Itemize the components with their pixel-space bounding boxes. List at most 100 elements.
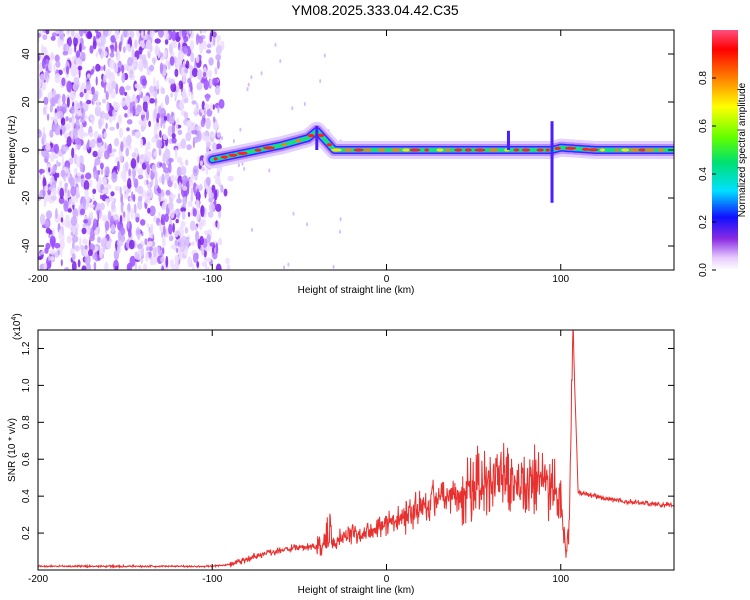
noise-speck — [154, 38, 161, 44]
snr-scale-exponent: 4 — [11, 317, 18, 321]
noise-speck — [170, 244, 177, 250]
noise-speck — [203, 71, 207, 78]
noise-speck — [148, 98, 156, 104]
noise-speck — [199, 183, 203, 191]
noise-speck — [168, 235, 174, 242]
noise-speck — [60, 246, 63, 258]
noise-speck — [100, 45, 106, 51]
noise-speck — [206, 234, 211, 244]
signal-hotspot — [521, 148, 531, 152]
noise-speck — [247, 82, 250, 87]
signal-hotspot — [587, 148, 599, 152]
noise-speck — [62, 51, 69, 56]
noise-speck — [66, 97, 70, 108]
noise-speck — [76, 172, 82, 177]
noise-speck — [86, 263, 91, 270]
noise-speck — [104, 142, 107, 150]
noise-speck — [174, 68, 179, 78]
noise-speck — [96, 181, 101, 192]
signal-hotspot — [554, 146, 561, 150]
noise-speck — [78, 30, 84, 37]
noise-speck — [71, 261, 77, 270]
noise-speck — [109, 59, 116, 70]
noise-speck — [105, 68, 112, 79]
noise-speck — [81, 265, 87, 270]
noise-speck — [175, 123, 179, 131]
noise-speck — [40, 250, 45, 255]
noise-speck — [123, 31, 128, 38]
noise-speck — [50, 98, 56, 107]
noise-speck — [187, 77, 192, 84]
noise-speck — [179, 100, 184, 110]
noise-speck — [94, 157, 101, 166]
noise-speck — [121, 32, 124, 43]
noise-speck — [163, 115, 168, 121]
noise-speck — [194, 225, 198, 232]
noise-speck — [215, 143, 222, 151]
noise-speck — [41, 58, 46, 70]
noise-speck — [114, 185, 120, 192]
noise-speck — [64, 186, 67, 194]
noise-speck — [105, 122, 108, 129]
noise-speck — [161, 173, 165, 185]
noise-speck — [83, 144, 87, 151]
noise-speck — [144, 195, 151, 205]
noise-speck — [162, 152, 166, 165]
x-tick-label: -100 — [202, 574, 222, 585]
noise-speck — [145, 39, 152, 50]
noise-speck — [79, 208, 86, 216]
noise-speck — [137, 265, 142, 270]
noise-speck — [60, 40, 64, 47]
noise-speck — [205, 166, 209, 175]
noise-speck — [190, 194, 194, 202]
signal-hotspot — [344, 148, 353, 152]
noise-speck — [67, 190, 70, 198]
noise-speck — [208, 69, 212, 79]
noise-speck — [165, 59, 169, 67]
noise-speck — [158, 30, 164, 38]
noise-speck — [201, 249, 205, 256]
noise-speck — [215, 54, 222, 61]
noise-speck — [214, 85, 221, 96]
noise-speck — [73, 32, 80, 39]
noise-speck — [168, 127, 171, 132]
noise-speck — [86, 31, 93, 40]
noise-speck — [203, 135, 211, 143]
noise-speck — [90, 69, 94, 75]
noise-speck — [195, 33, 200, 46]
noise-speck — [187, 211, 191, 218]
noise-speck — [134, 251, 139, 260]
noise-speck — [93, 93, 98, 102]
noise-speck — [151, 164, 157, 173]
noise-speck — [70, 177, 75, 189]
noise-speck — [102, 214, 108, 222]
noise-speck — [75, 119, 80, 131]
noise-speck — [165, 255, 169, 268]
noise-speck — [157, 46, 161, 59]
noise-speck — [79, 43, 82, 52]
noise-speck — [201, 166, 206, 172]
noise-speck — [45, 58, 50, 66]
noise-speck — [126, 262, 133, 270]
noise-speck — [163, 167, 170, 174]
noise-speck — [201, 100, 205, 110]
signal-hotspot — [220, 155, 228, 159]
noise-speck — [70, 30, 75, 37]
noise-speck — [114, 40, 118, 53]
noise-speck — [102, 237, 108, 250]
noise-speck — [112, 214, 120, 221]
noise-speck — [210, 102, 213, 112]
noise-speck — [64, 267, 70, 270]
noise-speck — [191, 241, 195, 247]
noise-speck — [209, 31, 212, 43]
noise-speck — [319, 79, 322, 84]
noise-speck — [189, 176, 194, 187]
noise-speck — [132, 62, 136, 68]
noise-speck — [92, 40, 97, 50]
x-tick-label: 0 — [384, 574, 390, 585]
noise-speck — [117, 230, 122, 241]
noise-speck — [158, 211, 161, 218]
noise-speck — [174, 239, 178, 247]
noise-speck — [215, 263, 222, 270]
noise-speck — [151, 233, 154, 239]
